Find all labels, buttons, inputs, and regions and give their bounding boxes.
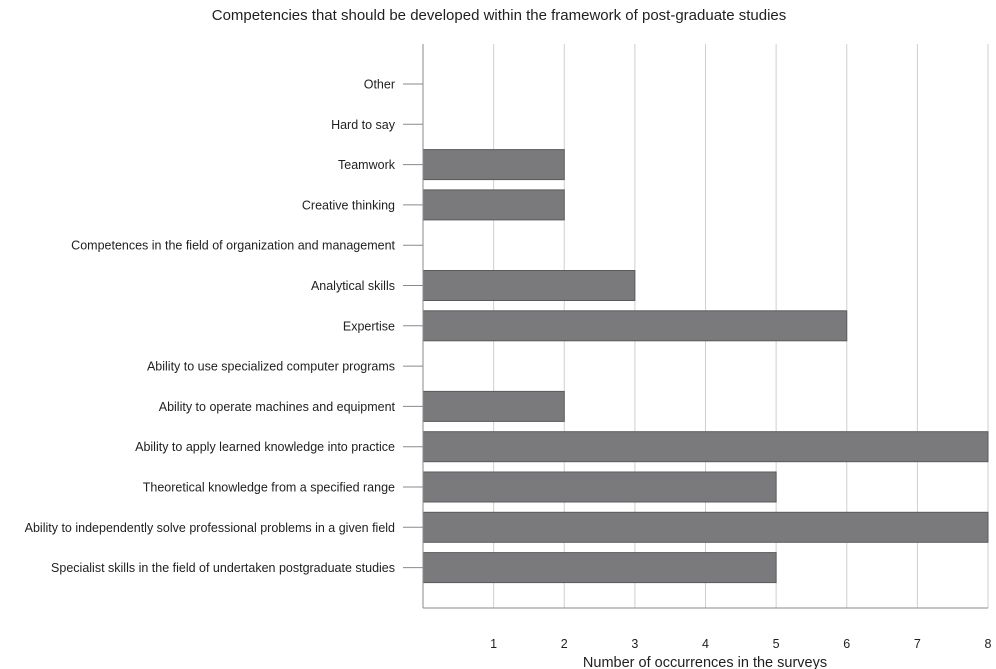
x-tick-labels: 1 2 3 4 5 6 7 8 <box>490 637 991 651</box>
category-label: Theoretical knowledge from a specified r… <box>143 481 395 495</box>
category-label: Specialist skills in the field of undert… <box>51 561 395 575</box>
category-labels: Other Hard to say Teamwork Creative thinkin… <box>25 78 423 575</box>
chart-title: Competencies that should be developed wi… <box>212 7 787 24</box>
category-label: Competences in the field of organization… <box>71 239 395 253</box>
x-tick-label: 6 <box>843 637 850 651</box>
x-tick-label: 1 <box>490 637 497 651</box>
category-label: Hard to say <box>331 118 396 132</box>
bar <box>422 149 565 181</box>
bar <box>422 471 777 503</box>
x-tick-label: 4 <box>702 637 709 651</box>
x-tick-label: 5 <box>773 637 780 651</box>
bar <box>422 552 777 584</box>
bar <box>422 310 848 342</box>
bar <box>422 511 989 543</box>
category-label: Expertise <box>343 319 395 333</box>
x-tick-label: 2 <box>561 637 568 651</box>
bar <box>422 431 989 463</box>
bars <box>422 149 989 584</box>
category-label: Ability to apply learned knowledge into … <box>135 440 395 454</box>
category-label: Analytical skills <box>311 279 395 293</box>
category-label: Ability to operate machines and equipmen… <box>159 400 396 414</box>
bar <box>422 390 565 422</box>
x-tick-label: 3 <box>631 637 638 651</box>
category-label: Ability to use specialized computer prog… <box>147 360 395 374</box>
x-tick-label: 8 <box>985 637 992 651</box>
category-label: Creative thinking <box>302 198 395 212</box>
category-label: Teamwork <box>338 158 396 172</box>
bar <box>422 189 565 221</box>
x-axis-title: Number of occurrences in the surveys <box>583 655 827 669</box>
x-tick-label: 7 <box>914 637 921 651</box>
category-label: Other <box>364 78 395 92</box>
bar <box>422 270 636 301</box>
category-label: Ability to independently solve professio… <box>25 521 395 535</box>
